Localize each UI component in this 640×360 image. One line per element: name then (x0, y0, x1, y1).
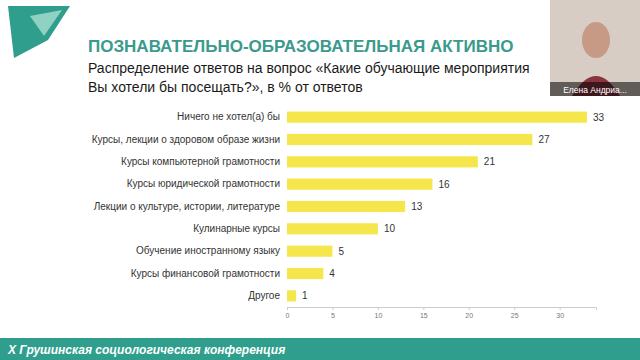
category-axis: Ничего не хотел(а) бы Курсы, лекции о здо… (92, 111, 287, 301)
data-label: 10 (384, 223, 396, 234)
value-axis-line (288, 308, 597, 311)
value-tick-line (514, 307, 515, 310)
bar (287, 223, 378, 234)
value-tick: 25 (511, 307, 519, 319)
bar (287, 156, 478, 167)
logo-shape (8, 6, 70, 58)
webcam-name: Елена Андриа... (563, 85, 627, 95)
category-tick: Курсы финансовой грамотности (131, 268, 287, 279)
value-tick-label: 5 (331, 312, 335, 319)
value-tick: 10 (374, 307, 382, 319)
value-tick: 15 (420, 307, 428, 319)
category-label: Курсы, лекции о здоровом образе жизни (92, 134, 280, 145)
webcam-label-bg (550, 82, 640, 96)
category-label: Ничего не хотел(а) бы (177, 111, 280, 122)
category-tick: Курсы компьютерной грамотности (121, 156, 287, 167)
category-label: Курсы финансовой грамотности (131, 268, 280, 279)
value-tick: 5 (331, 307, 335, 319)
category-label: Кулинарные курсы (193, 223, 280, 234)
category-label: Курсы компьютерной грамотности (121, 156, 280, 167)
value-tick-line (469, 307, 470, 310)
bar (287, 246, 332, 257)
slide: Елена Андриа... X Грушинская социологичес… (0, 0, 640, 360)
value-tick-label: 15 (420, 312, 428, 319)
data-label: 27 (538, 134, 550, 145)
value-tick: 20 (465, 307, 473, 319)
subtitle: Вы хотели бы посещать?», в % от ответов (88, 79, 363, 95)
value-tick-line (560, 307, 561, 310)
value-tick-label: 10 (374, 312, 382, 319)
category-label: Обучение иностранному языку (136, 245, 280, 256)
bar (287, 134, 532, 145)
data-label: 16 (438, 179, 450, 190)
value-tick-label: 25 (511, 312, 519, 319)
subtitle: Распределение ответов на вопрос «Какие о… (88, 60, 530, 76)
webcam: Елена Андриа... (550, 0, 640, 96)
data-label: 1 (302, 290, 308, 301)
data-label: 13 (411, 201, 423, 212)
footer-band (0, 338, 640, 360)
bar (287, 268, 323, 279)
bars (287, 112, 587, 302)
webcam-frame (550, 0, 640, 96)
value-tick-line (287, 307, 288, 310)
value-tick-label: 30 (556, 312, 564, 319)
bar (287, 290, 296, 301)
bar (287, 112, 587, 123)
category-tick: Курсы, лекции о здоровом образе жизни (92, 134, 287, 145)
category-tick: Лекции о культуре, истории, литературе (94, 201, 287, 212)
data-label: 33 (593, 112, 605, 123)
title: ПОЗНАВАТЕЛЬНО-ОБРАЗОВАТЕЛЬНАЯ АКТИВНО (88, 37, 513, 56)
category-label: Курсы юридической грамотности (127, 178, 280, 189)
value-tick-line (332, 307, 333, 310)
value-tick: 30 (556, 307, 564, 319)
data-label: 5 (338, 246, 344, 257)
value-tick-label: 20 (465, 312, 473, 319)
category-tick: Курсы юридической грамотности (127, 178, 287, 189)
category-tick: Другое (248, 290, 287, 301)
category-tick: Обучение иностранному языку (136, 245, 287, 256)
footer-text: X Грушинская социологическая конференция (7, 343, 285, 357)
value-tick-line (378, 307, 379, 310)
data-label: 21 (484, 156, 496, 167)
category-tick: Ничего не хотел(а) бы (177, 111, 287, 122)
value-tick-label: 0 (286, 312, 290, 319)
value-axis: 0 5 10 15 20 25 30 (286, 307, 597, 319)
category-label: Другое (248, 290, 280, 301)
category-label: Лекции о культуре, истории, литературе (94, 201, 281, 212)
background (0, 0, 640, 360)
value-tick: 0 (286, 307, 290, 319)
category-tick: Кулинарные курсы (193, 223, 287, 234)
data-label: 4 (329, 268, 335, 279)
logo-shape (30, 10, 62, 36)
logo (8, 6, 70, 58)
webcam-person (582, 22, 610, 58)
bar (287, 201, 405, 212)
data-labels: 33 27 21 16 13 10 54 1 (302, 112, 604, 302)
value-tick-line (423, 307, 424, 310)
bar (287, 179, 432, 190)
